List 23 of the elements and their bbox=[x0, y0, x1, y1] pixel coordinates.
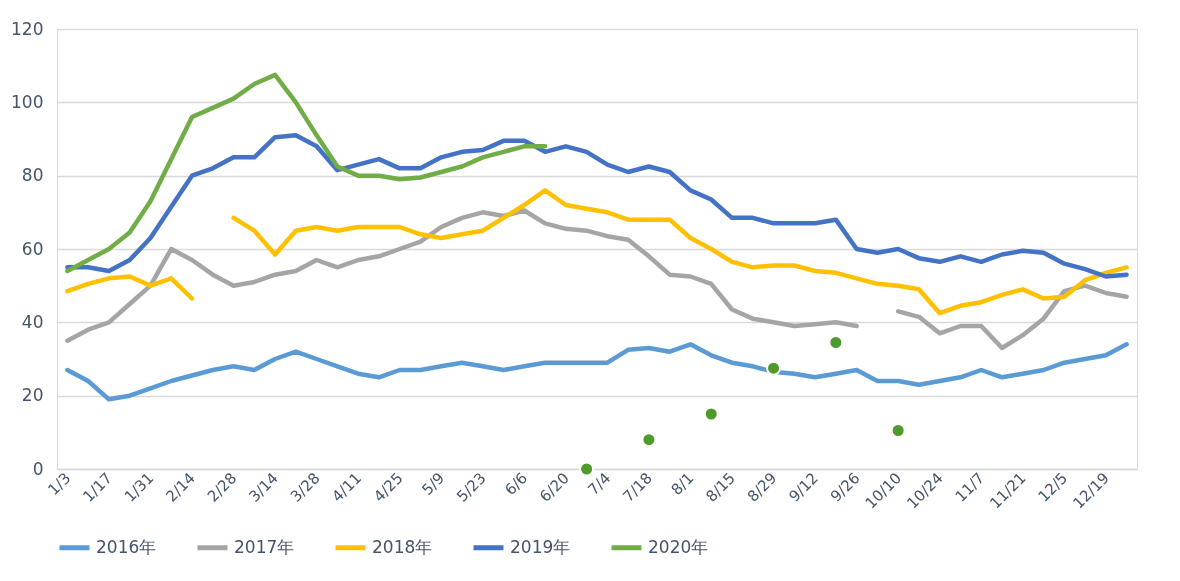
x-tick-label: 1/3 bbox=[44, 469, 75, 499]
line-series bbox=[65, 72, 548, 274]
y-tick-label: 0 bbox=[32, 458, 44, 479]
x-tick-label: 7/4 bbox=[584, 469, 615, 499]
x-tick-label: 6/6 bbox=[501, 469, 532, 499]
y-tick-label: 100 bbox=[11, 91, 44, 112]
legend-label: 2017年 bbox=[234, 536, 295, 557]
legend-label: 2020年 bbox=[648, 536, 709, 557]
y-tick-label: 20 bbox=[21, 385, 44, 406]
line-series bbox=[65, 133, 1129, 279]
y-tick-label: 60 bbox=[21, 238, 44, 259]
point bbox=[641, 432, 657, 448]
line-series bbox=[65, 342, 1129, 402]
x-tick-label: 5/9 bbox=[418, 469, 449, 499]
point bbox=[766, 360, 782, 376]
y-tick-label: 40 bbox=[21, 311, 44, 332]
point bbox=[703, 406, 719, 422]
legend-label: 2019年 bbox=[510, 536, 571, 557]
legend-label: 2016年 bbox=[96, 536, 157, 557]
y-tick-label: 80 bbox=[21, 165, 44, 186]
legend-label: 2018年 bbox=[372, 536, 433, 557]
y-tick-label: 120 bbox=[11, 18, 44, 39]
x-tick-label: 8/1 bbox=[667, 469, 698, 499]
